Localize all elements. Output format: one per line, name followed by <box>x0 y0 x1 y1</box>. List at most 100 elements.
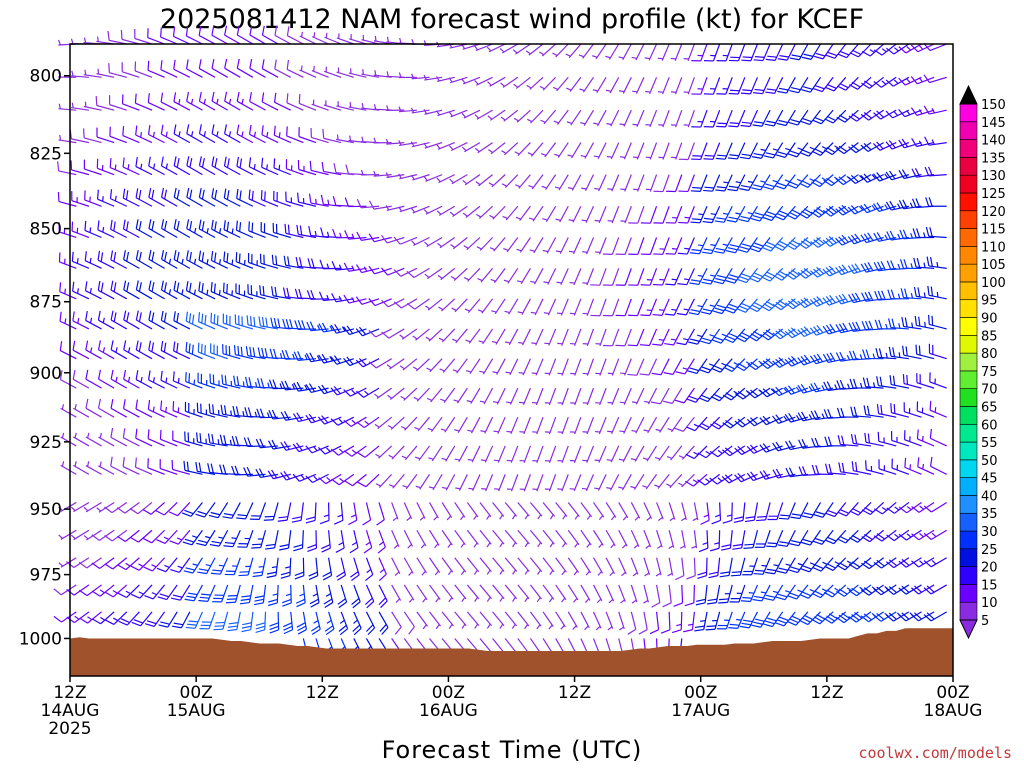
y-tick-label: 950 <box>30 500 62 520</box>
wind-barb <box>160 156 178 176</box>
wind-barb <box>500 76 519 88</box>
wind-barb <box>630 584 638 604</box>
wind-barb <box>570 387 582 406</box>
wind-barb <box>728 43 746 62</box>
wind-barb <box>489 205 506 220</box>
wind-barb <box>97 250 115 269</box>
wind-barb <box>135 399 153 418</box>
wind-barb <box>691 43 708 62</box>
wind-barb <box>335 530 345 553</box>
wind-barb <box>835 234 859 246</box>
wind-barb <box>368 233 392 243</box>
wind-barb <box>851 461 872 475</box>
colorbar-tick-label: 70 <box>981 383 998 398</box>
wind-barb <box>104 529 128 542</box>
wind-barb <box>567 502 580 520</box>
wind-barb <box>590 298 607 317</box>
wind-barb <box>501 174 519 189</box>
wind-barb <box>110 369 128 389</box>
wind-barb <box>411 73 430 80</box>
wind-barb <box>479 584 492 602</box>
wind-barb <box>477 298 494 314</box>
wind-barb <box>235 252 254 269</box>
wind-barb <box>605 77 620 94</box>
wind-barb <box>912 228 935 239</box>
wind-barb <box>836 584 859 597</box>
wind-barb <box>92 611 115 625</box>
wind-barb <box>594 445 607 463</box>
wind-barb <box>876 404 897 418</box>
wind-barb <box>273 158 291 176</box>
wind-barb <box>492 529 505 548</box>
wind-barb <box>544 358 557 376</box>
wind-barb <box>725 268 746 284</box>
y-tick-label: 1000 <box>19 629 62 649</box>
wind-barb <box>169 529 191 545</box>
wind-barb <box>399 358 418 371</box>
wind-barb <box>848 350 872 361</box>
wind-barb <box>297 192 317 207</box>
wind-barb <box>593 502 605 521</box>
colorbar-segment <box>959 352 978 372</box>
wind-barb <box>271 286 291 300</box>
wind-barb <box>324 66 342 78</box>
wind-barb <box>351 584 361 609</box>
wind-barb <box>82 128 102 144</box>
wind-barb <box>653 237 670 255</box>
wind-barb <box>504 611 517 629</box>
wind-barb <box>916 373 935 389</box>
wind-barb <box>528 205 544 222</box>
wind-barb <box>569 445 582 463</box>
wind-barb <box>822 265 847 277</box>
wind-barb <box>876 376 897 389</box>
wind-barb <box>911 167 935 178</box>
wind-barb <box>357 473 380 488</box>
wind-barb <box>267 469 291 480</box>
wind-barb <box>847 205 872 215</box>
wind-barb <box>518 328 531 346</box>
wind-barb <box>210 557 229 575</box>
wind-barb <box>658 142 670 160</box>
wind-barb <box>784 355 809 367</box>
wind-barb <box>318 291 342 302</box>
colorbar-tick-label: 145 <box>981 116 1006 131</box>
wind-barb <box>160 400 178 418</box>
wind-barb <box>627 611 637 635</box>
wind-barb <box>198 156 216 176</box>
wind-barb <box>386 358 405 370</box>
x-tick-label: 00Z <box>180 683 213 703</box>
wind-barb <box>776 109 796 127</box>
wind-barb <box>618 43 632 61</box>
wind-barb <box>754 530 771 548</box>
wind-barb <box>722 387 746 401</box>
wind-barb <box>675 557 685 581</box>
wind-barb <box>219 434 241 447</box>
wind-barb <box>663 358 683 375</box>
wind-barb <box>652 268 670 286</box>
wind-barb <box>401 416 418 431</box>
credit-text: coolwx.com/models <box>858 744 1012 762</box>
wind-barb <box>454 445 468 463</box>
wind-barb <box>913 257 935 269</box>
wind-barb <box>557 474 569 492</box>
wind-barb <box>708 557 721 579</box>
wind-barb <box>78 557 102 569</box>
wind-barb <box>539 43 557 57</box>
wind-barb <box>640 268 658 286</box>
wind-barb <box>594 237 607 255</box>
wind-barb <box>236 502 254 520</box>
wind-barb <box>269 611 280 634</box>
wind-barb <box>543 268 557 285</box>
wind-barb <box>676 328 695 346</box>
wind-barb <box>83 101 102 111</box>
wind-barb <box>224 25 241 45</box>
wind-barb <box>630 502 641 521</box>
wind-barb <box>873 557 897 569</box>
wind-barb <box>398 72 417 79</box>
wind-barb <box>222 344 241 360</box>
wind-barb <box>789 43 809 61</box>
colorbar-segment <box>959 406 978 425</box>
wind-barb <box>96 127 115 144</box>
wind-barb <box>96 158 115 176</box>
